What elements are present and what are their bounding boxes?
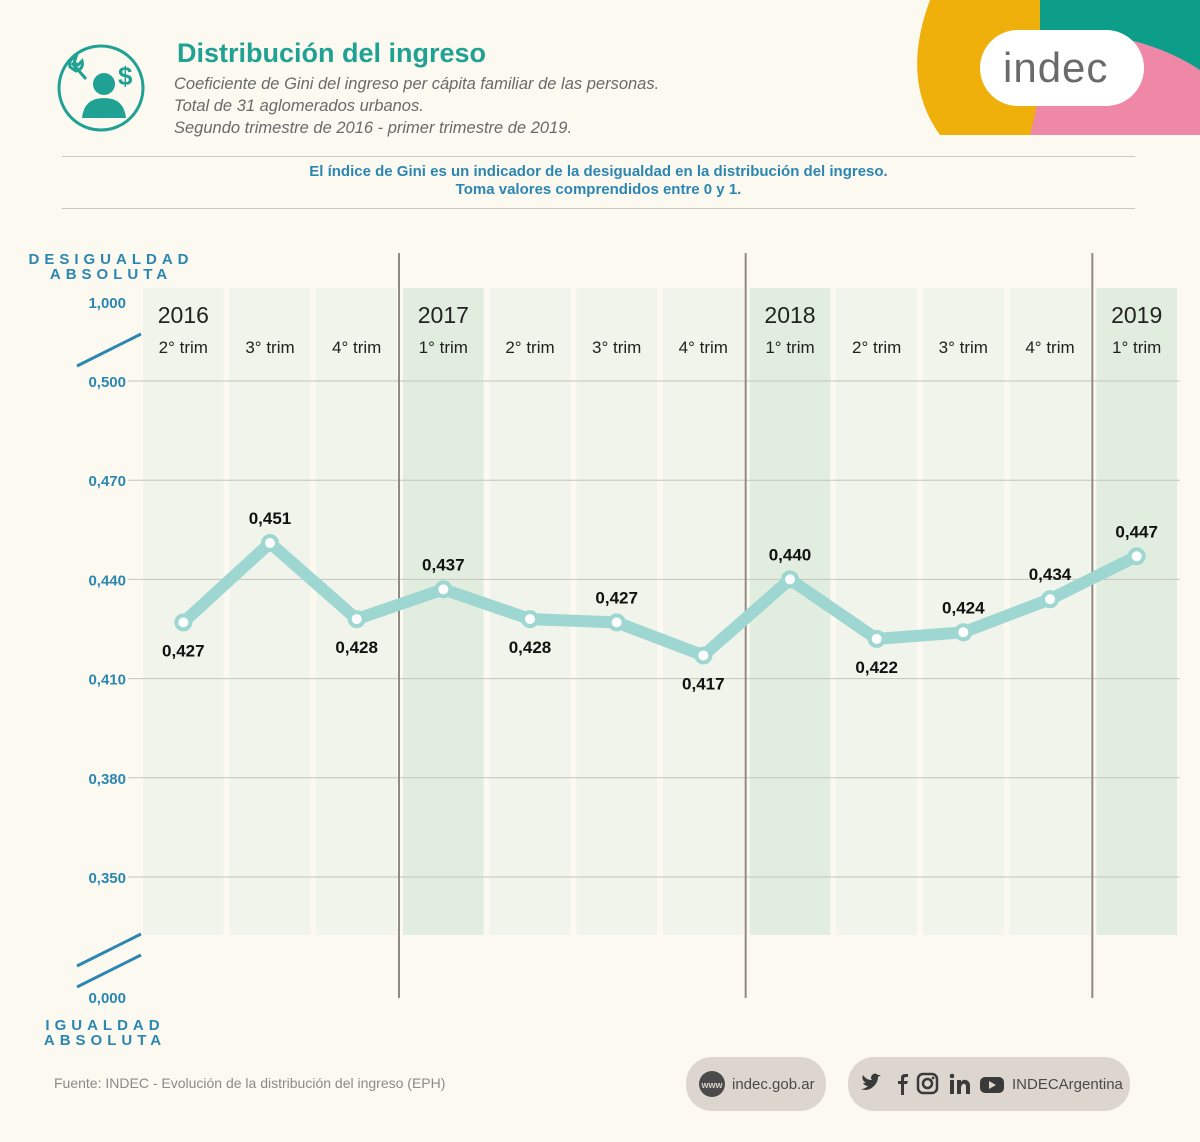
data-point: [781, 570, 799, 589]
subtitle-line-1: Coeficiente de Gini del ingreso per cápi…: [174, 75, 660, 93]
column-band: [576, 288, 657, 935]
quarter-label: 4° trim: [679, 338, 728, 357]
data-label: 0,422: [855, 658, 898, 677]
quarter-label: 1° trim: [765, 338, 814, 357]
year-label: 2016: [158, 302, 209, 328]
data-label: 0,440: [769, 545, 812, 564]
data-point: [261, 534, 279, 553]
axis-top-title-line-1: DESIGUALDAD: [28, 251, 194, 268]
quarter-label: 3° trim: [939, 338, 988, 357]
twitter-icon[interactable]: [861, 1073, 881, 1091]
facebook-icon[interactable]: [898, 1074, 908, 1095]
svg-text:www: www: [700, 1080, 723, 1090]
www-icon: www: [699, 1071, 725, 1097]
data-label: 0,434: [1029, 565, 1072, 584]
data-label: 0,427: [595, 588, 638, 607]
column-band: [1096, 288, 1177, 935]
indec-logo: indec: [1003, 44, 1109, 91]
axis-top-title: DESIGUALDAD ABSOLUTA: [20, 252, 202, 282]
page-title: Distribución del ingreso: [177, 38, 487, 68]
social-icons: [861, 1072, 1004, 1095]
gini-note-line-1: El índice de Gini es un indicador de la …: [309, 163, 888, 180]
data-label: 0,437: [422, 555, 465, 574]
data-point: [434, 580, 453, 599]
quarter-label: 1° trim: [1112, 338, 1161, 357]
web-link[interactable]: indec.gob.ar: [732, 1075, 815, 1093]
y-max-label: 1,000: [88, 295, 126, 312]
instagram-icon[interactable]: [916, 1072, 939, 1095]
quarter-label: 4° trim: [332, 338, 381, 357]
data-point: [954, 623, 973, 642]
quarter-label: 2° trim: [852, 338, 901, 357]
data-point: [174, 613, 193, 632]
data-label: 0,417: [682, 674, 725, 693]
quarter-label: 4° trim: [1025, 338, 1074, 357]
data-label: 0,428: [509, 638, 552, 657]
axis-bottom-title-line-2: ABSOLUTA: [43, 1032, 167, 1049]
gini-series-line: [177, 537, 1143, 662]
data-label: 0,427: [162, 641, 205, 660]
web-pill[interactable]: www indec.gob.ar: [686, 1057, 826, 1111]
youtube-icon[interactable]: [980, 1077, 1004, 1093]
logo-badge: [980, 30, 1144, 106]
axis-break-bottom-1: [76, 932, 142, 968]
y-tick-label: 0,500: [88, 374, 126, 391]
column-band: [229, 288, 311, 935]
column-band: [749, 288, 831, 935]
subtitle-line-3: Segundo trimestre de 2016 - primer trime…: [174, 119, 573, 137]
data-point: [347, 610, 366, 629]
data-label: 0,447: [1115, 522, 1158, 541]
linkedin-icon[interactable]: [949, 1073, 970, 1094]
column-band: [143, 288, 224, 935]
data-label: 0,428: [335, 638, 378, 657]
axis-bottom-title-line-1: IGUALDAD: [45, 1017, 165, 1034]
y-tick-label: 0,410: [88, 672, 126, 689]
divider-bottom: [62, 208, 1135, 209]
social-handle[interactable]: INDECArgentina: [1012, 1075, 1123, 1093]
data-point: [1041, 590, 1059, 609]
year-label: 2018: [764, 302, 815, 328]
data-label: 0,424: [942, 598, 985, 617]
year-label: 2019: [1111, 302, 1162, 328]
brand-corner-shapes: [917, 0, 1200, 135]
divider-top: [62, 156, 1135, 157]
quarter-label: 3° trim: [592, 338, 641, 357]
social-pill: INDECArgentina: [848, 1057, 1130, 1111]
person-wrench-dollar-icon: $: [57, 44, 145, 132]
axis-top-title-line-2: ABSOLUTA: [49, 266, 173, 283]
axis-break-bottom-2: [76, 953, 142, 989]
quarter-label: 1° trim: [419, 338, 468, 357]
column-band: [836, 288, 917, 935]
subtitle-line-2: Total de 31 aglomerados urbanos.: [174, 97, 424, 115]
axis-bottom-title: IGUALDAD ABSOLUTA: [20, 1018, 190, 1048]
data-point: [694, 646, 713, 665]
data-label: 0,451: [249, 509, 292, 528]
quarter-label: 3° trim: [245, 338, 294, 357]
quarter-label: 2° trim: [505, 338, 554, 357]
quarter-label: 2° trim: [159, 338, 208, 357]
y-tick-label: 0,380: [88, 771, 126, 788]
column-band: [403, 288, 484, 935]
svg-text:$: $: [118, 61, 133, 91]
data-point: [867, 629, 886, 648]
y-min-label: 0,000: [88, 990, 126, 1007]
gini-note-line-2: Toma valores comprendidos entre 0 y 1.: [455, 181, 742, 198]
y-tick-label: 0,440: [88, 572, 126, 589]
gini-note: El índice de Gini es un indicador de la …: [62, 163, 1135, 199]
data-point: [607, 613, 626, 632]
column-band: [663, 288, 744, 935]
data-point: [521, 610, 539, 629]
y-tick-label: 0,470: [88, 473, 126, 490]
data-point: [1127, 547, 1146, 566]
year-label: 2017: [418, 302, 469, 328]
source-note: Fuente: INDEC - Evolución de la distribu…: [54, 1075, 446, 1091]
axis-break-top: [76, 332, 142, 368]
column-band: [923, 288, 1004, 935]
y-tick-label: 0,350: [88, 870, 126, 887]
